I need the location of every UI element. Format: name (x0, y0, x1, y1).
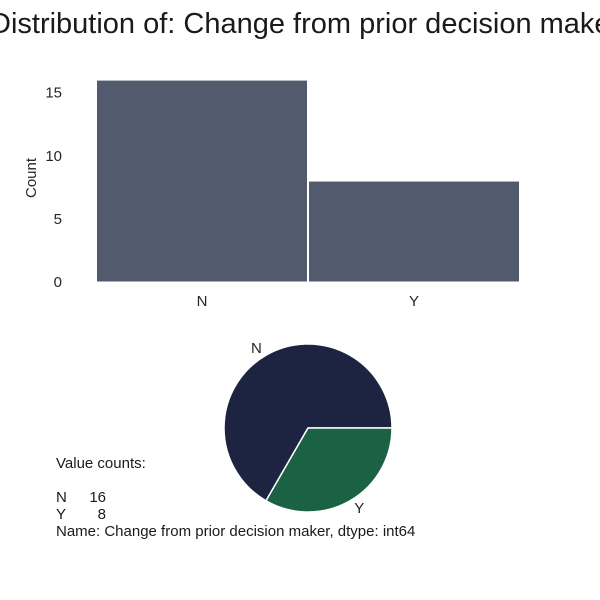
y-tick-label: 5 (54, 211, 62, 228)
value-counts-count: 8 (97, 506, 106, 523)
pie-label: N (251, 340, 262, 357)
bar-n (96, 79, 308, 283)
chart-title: Distribution of: Change from prior decis… (0, 4, 600, 44)
x-tick-label: Y (409, 293, 419, 310)
pie-slices (223, 343, 393, 513)
value-counts-key: N (56, 489, 67, 506)
pie-label: Y (354, 500, 364, 517)
chart-title-text: Distribution of: Change from prior decis… (0, 8, 600, 40)
y-tick-label: 10 (45, 148, 62, 165)
x-tick-label: N (197, 293, 208, 310)
value-counts-footer: Name: Change from prior decision maker, … (56, 523, 416, 540)
value-counts-spacer (56, 472, 415, 489)
bar-y (308, 180, 520, 283)
y-axis-label: Count (23, 157, 40, 198)
pie-labels: NY (251, 340, 364, 517)
bar-series (96, 79, 520, 283)
pie-slice-y (265, 427, 393, 513)
pie-chart: NY (223, 340, 393, 517)
y-tick-label: 0 (54, 274, 62, 291)
value-counts-header: Value counts: (56, 455, 146, 472)
y-tick-label: 15 (45, 85, 62, 102)
value-counts-count: 16 (89, 489, 106, 506)
pie-slice-n (223, 343, 393, 502)
value-counts-key: Y (56, 506, 67, 523)
bar-y-tick-labels: 0 5 10 15 (45, 85, 62, 291)
value-counts-row: N 16 (56, 489, 415, 506)
